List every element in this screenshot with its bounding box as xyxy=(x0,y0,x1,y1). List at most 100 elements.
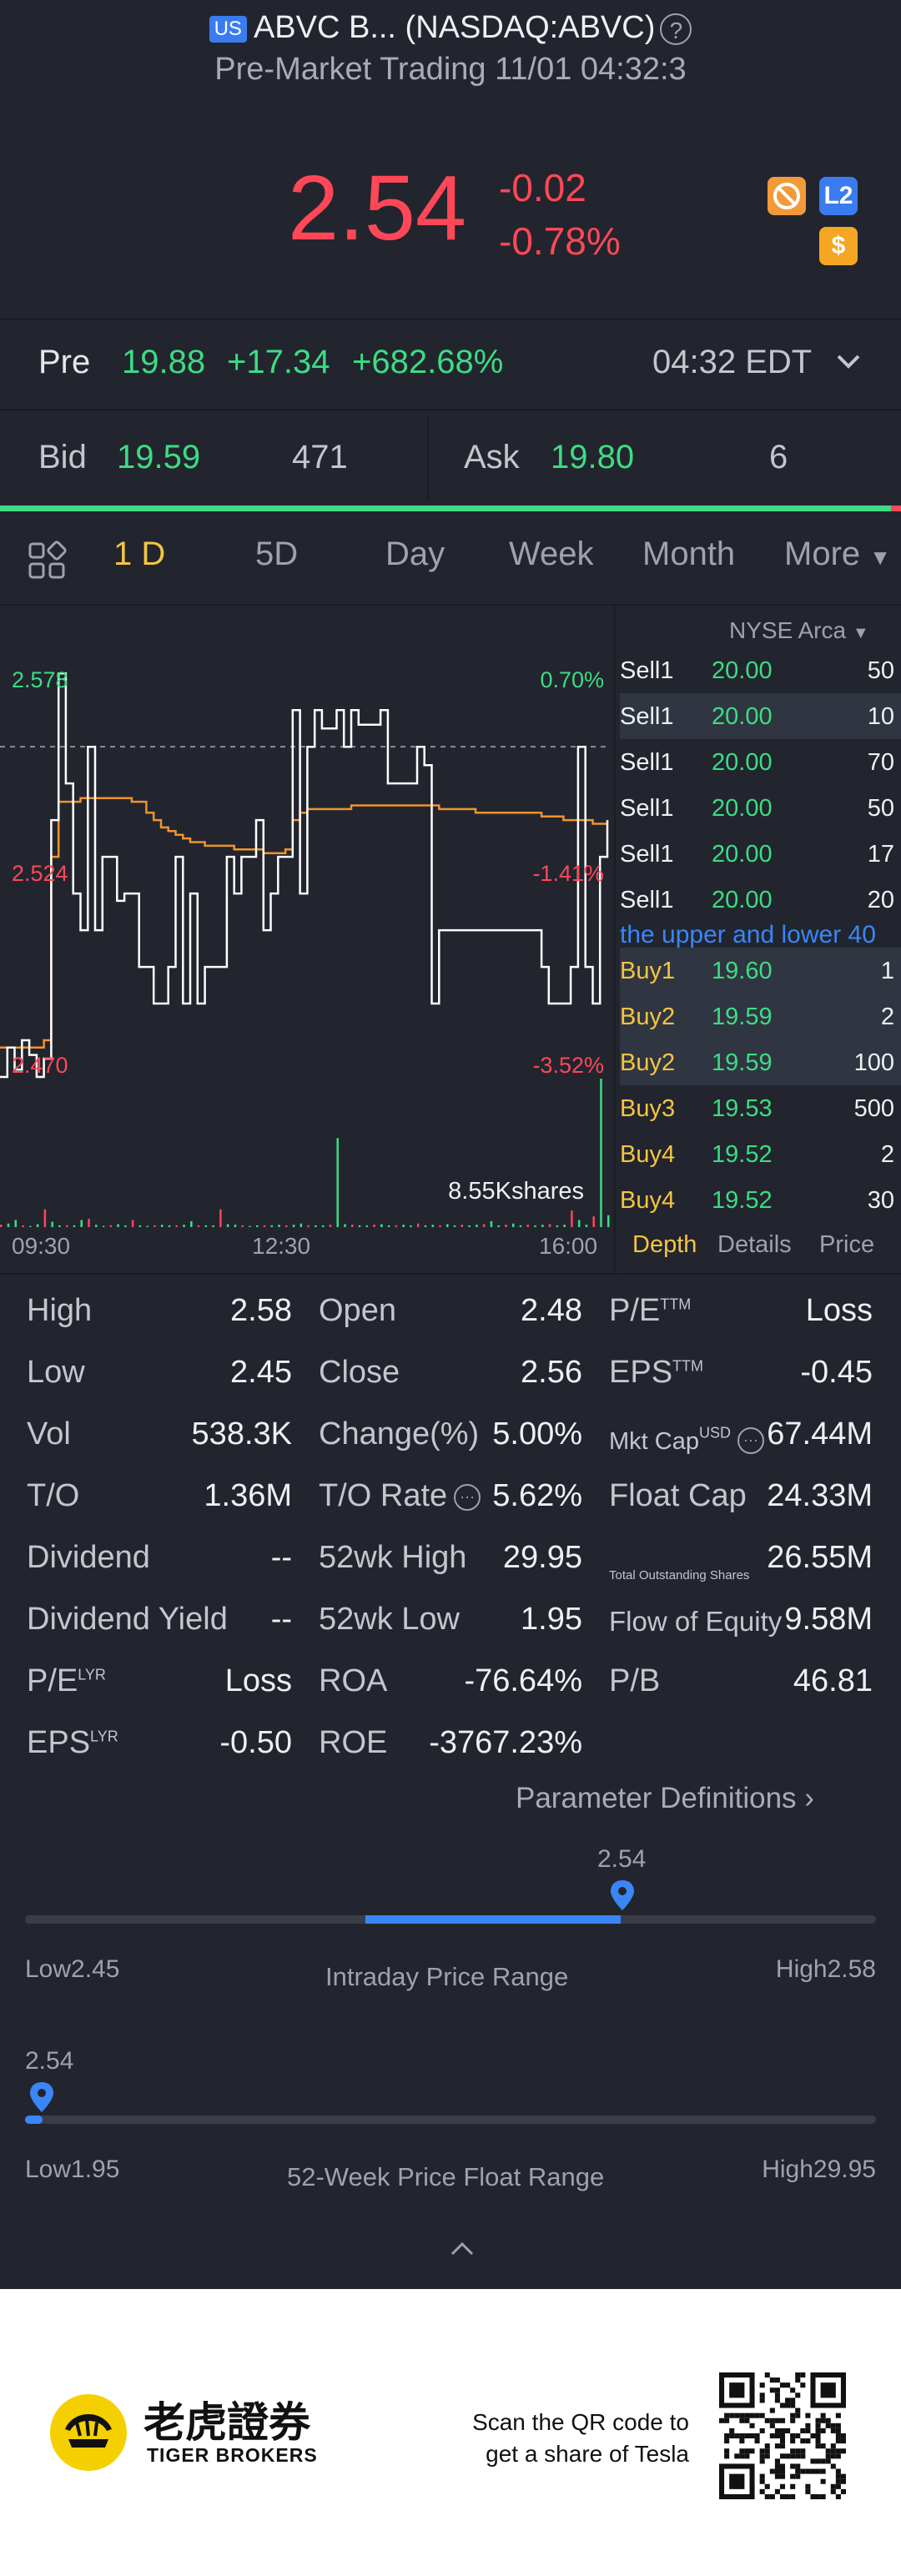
qr-code[interactable] xyxy=(719,2372,846,2503)
qr-module xyxy=(729,2428,735,2433)
qr-module xyxy=(774,2458,780,2464)
volume-bar xyxy=(263,1225,266,1227)
range-pin-icon xyxy=(28,2080,55,2118)
qr-module xyxy=(795,2412,801,2418)
tab-more[interactable]: More ▼ xyxy=(784,536,891,573)
qr-module xyxy=(790,2448,796,2454)
qr-module xyxy=(830,2443,836,2449)
sell-row[interactable]: Sell1 20.00 20 xyxy=(620,877,901,923)
buy-row[interactable]: Buy2 19.59 2 xyxy=(620,994,901,1039)
exchange-selector[interactable]: NYSE Arca ▼ xyxy=(729,617,869,644)
buy-row[interactable]: Buy3 19.53 500 xyxy=(620,1085,901,1131)
buy-price: 19.52 xyxy=(712,1141,773,1168)
qr-module xyxy=(790,2418,796,2423)
stat-label-text: Low xyxy=(27,1355,85,1390)
stat-value: -- xyxy=(270,1540,292,1575)
volume-bar xyxy=(36,1224,39,1227)
info-more-icon[interactable]: ··· xyxy=(454,1483,481,1511)
qr-module xyxy=(734,2412,740,2418)
tab-1d[interactable]: 1 D xyxy=(113,536,166,572)
ask-price: 19.80 xyxy=(551,439,635,475)
buy-row[interactable]: Buy2 19.59 100 xyxy=(620,1039,901,1085)
qr-module xyxy=(719,2418,725,2423)
price-change: -0.02 xyxy=(499,166,586,209)
qr-module xyxy=(815,2418,821,2423)
stat-label-text: 52wk High xyxy=(319,1540,467,1575)
qr-module xyxy=(795,2453,801,2459)
stat-label: EPSLYR xyxy=(27,1725,118,1761)
qr-module xyxy=(759,2428,765,2433)
qr-module xyxy=(739,2433,745,2439)
volume-bar xyxy=(80,1220,83,1227)
parameter-definitions-link[interactable]: Parameter Definitions › xyxy=(516,1782,814,1815)
stat-label-text: Flow of Equity xyxy=(609,1606,783,1637)
collapse-chevron-icon[interactable] xyxy=(445,2237,479,2265)
sell-row[interactable]: Sell1 20.00 50 xyxy=(620,785,901,831)
no-fee-icon[interactable] xyxy=(768,177,806,215)
sell-row[interactable]: Sell1 20.00 50 xyxy=(620,647,901,693)
volume-bar xyxy=(241,1225,244,1227)
chart-x-label-mid: 12:30 xyxy=(252,1233,311,1259)
help-icon[interactable]: ? xyxy=(660,13,692,45)
intraday-chart[interactable] xyxy=(0,606,614,1248)
tab-details[interactable]: Details xyxy=(717,1231,792,1258)
stat-value: 1.36M xyxy=(204,1478,292,1513)
level2-icon[interactable]: L2 xyxy=(819,177,858,215)
volume-bar xyxy=(329,1225,332,1227)
stock-title-bar: US ABVC B... (NASDAQ:ABVC)? xyxy=(0,10,901,46)
volume-bar xyxy=(255,1225,259,1227)
stat-value: -3767.23% xyxy=(429,1725,582,1760)
premarket-time[interactable]: 04:32 EDT xyxy=(652,344,813,380)
buy-row[interactable]: Buy1 19.60 1 xyxy=(620,948,901,994)
qr-module xyxy=(779,2443,786,2449)
premarket-price: 19.88 xyxy=(122,344,206,380)
stat-label-text: 52wk Low xyxy=(319,1602,460,1637)
stat-label: Mkt CapUSD ··· xyxy=(609,1421,764,1457)
sell-row[interactable]: Sell1 20.00 17 xyxy=(620,831,901,877)
qr-module xyxy=(779,2473,786,2479)
info-more-icon[interactable]: ··· xyxy=(737,1426,764,1454)
qr-module xyxy=(820,2382,836,2398)
stat-value: Loss xyxy=(805,1293,873,1328)
qr-module xyxy=(830,2488,836,2494)
sell-row[interactable]: Sell1 20.00 10 xyxy=(620,693,901,739)
dollar-icon[interactable]: $ xyxy=(819,227,858,265)
volume-bar xyxy=(482,1224,486,1227)
tab-depth[interactable]: Depth xyxy=(632,1231,697,1258)
buy-level-label: Buy2 xyxy=(620,1004,676,1030)
tab-5d[interactable]: 5D xyxy=(255,536,299,572)
sell-size: 10 xyxy=(867,703,894,730)
stat-label-text: T/O xyxy=(27,1478,80,1513)
tab-price[interactable]: Price xyxy=(819,1231,875,1258)
buy-row[interactable]: Buy4 19.52 2 xyxy=(620,1131,901,1177)
qr-module xyxy=(729,2433,735,2439)
volume-bar xyxy=(22,1225,24,1227)
volume-bar xyxy=(219,1209,222,1227)
volume-bar xyxy=(204,1225,208,1227)
stat-label: High xyxy=(27,1293,92,1329)
qr-module xyxy=(835,2478,841,2484)
buy-row[interactable]: Buy4 19.52 30 xyxy=(620,1177,901,1223)
qr-module xyxy=(790,2493,796,2499)
stat-value: -0.45 xyxy=(800,1355,873,1390)
tab-week[interactable]: Week xyxy=(509,536,594,572)
stat-label: Dividend Yield xyxy=(27,1602,228,1638)
chevron-down-icon[interactable] xyxy=(834,349,863,378)
stat-value: -- xyxy=(270,1602,292,1637)
volume-bar xyxy=(154,1225,156,1227)
qr-module xyxy=(759,2392,765,2398)
qr-module xyxy=(744,2412,750,2418)
volume-bar xyxy=(321,1225,325,1227)
tab-day[interactable]: Day xyxy=(385,536,445,572)
volume-bar xyxy=(534,1225,536,1227)
layout-grid-icon[interactable] xyxy=(27,541,67,585)
buy-level-label: Buy1 xyxy=(620,958,676,984)
sell-row[interactable]: Sell1 20.00 70 xyxy=(620,739,901,785)
tab-month[interactable]: Month xyxy=(642,536,736,572)
buy-price: 19.59 xyxy=(712,1004,773,1030)
qr-module xyxy=(800,2428,806,2433)
volume-bar xyxy=(424,1225,427,1227)
qr-module xyxy=(744,2433,750,2439)
intraday-low: Low2.45 xyxy=(25,1955,120,1983)
qr-module xyxy=(764,2443,770,2449)
